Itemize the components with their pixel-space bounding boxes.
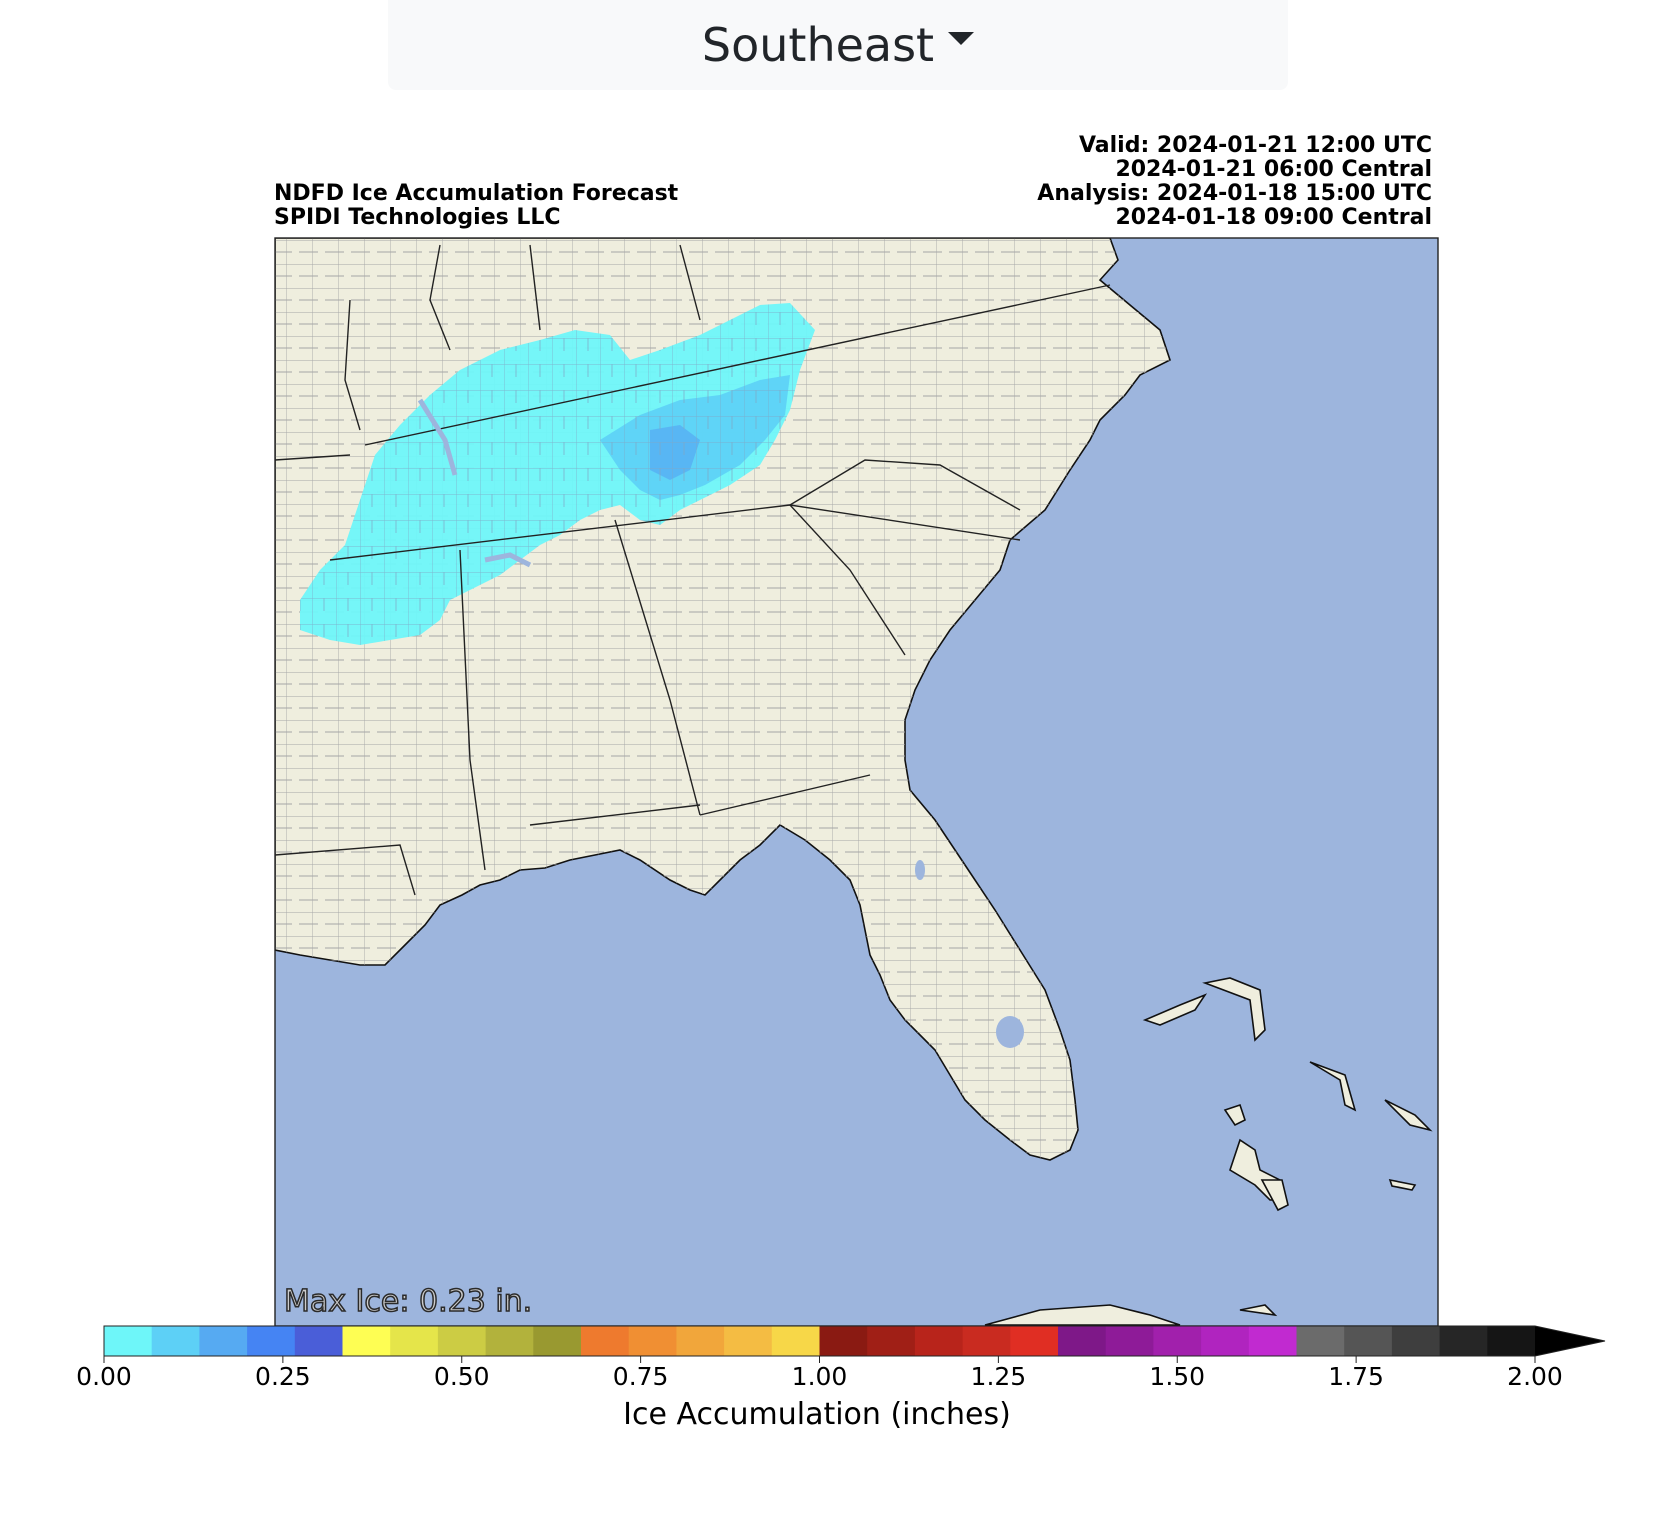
colorbar-segment: [1248, 1326, 1297, 1356]
colorbar: [103, 1325, 1606, 1363]
valid-utc: Valid: 2024-01-21 12:00 UTC: [1078, 133, 1432, 158]
lake-small: [915, 860, 925, 880]
colorbar-segment: [1487, 1326, 1536, 1356]
colorbar-segment: [390, 1326, 439, 1356]
colorbar-segment: [247, 1326, 296, 1356]
colorbar-segment: [1201, 1326, 1250, 1356]
colorbar-segment: [962, 1326, 1011, 1356]
colorbar-tick-label: 1.75: [1328, 1362, 1384, 1391]
colorbar-segment: [771, 1326, 820, 1356]
region-dropdown-label: Southeast: [701, 18, 935, 72]
colorbar-tick-label: 1.50: [1149, 1362, 1206, 1391]
colorbar-segment: [104, 1326, 153, 1356]
colorbar-segment: [1105, 1326, 1154, 1356]
colorbar-segment: [628, 1326, 677, 1356]
colorbar-title: Ice Accumulation (inches): [623, 1397, 1011, 1432]
map-title-left: NDFD Ice Accumulation Forecast SPIDI Tec…: [274, 182, 678, 230]
chevron-down-icon: [948, 31, 975, 45]
colorbar-tick-label: 0.25: [255, 1362, 311, 1391]
colorbar-tick-label: 0.50: [433, 1362, 490, 1391]
colorbar-extend-arrow: [1535, 1326, 1605, 1356]
colorbar-segment: [342, 1326, 391, 1356]
colorbar-segment: [819, 1326, 868, 1356]
colorbar-segment: [533, 1326, 582, 1356]
colorbar-segment: [867, 1326, 916, 1356]
colorbar-tick-label: 2.00: [1507, 1362, 1563, 1391]
colorbar-segment: [1058, 1326, 1107, 1356]
colorbar-tick-label: 0.00: [76, 1362, 132, 1391]
analysis-central: 2024-01-18 09:00 Central: [1115, 205, 1432, 230]
colorbar-segment: [914, 1326, 964, 1356]
valid-central: 2024-01-21 06:00 Central: [1115, 157, 1432, 182]
colorbar-segment: [437, 1326, 487, 1356]
max-ice-label: Max Ice: 0.23 in.: [283, 1283, 533, 1320]
colorbar-tick-label: 0.75: [612, 1362, 669, 1391]
analysis-utc: Analysis: 2024-01-18 15:00 UTC: [1037, 181, 1432, 206]
colorbar-segment: [485, 1326, 534, 1356]
state-boundaries: [275, 244, 1111, 896]
colorbar-segment: [676, 1326, 725, 1356]
colorbar-segment: [1296, 1326, 1345, 1356]
colorbar-segment: [1344, 1326, 1393, 1356]
map-valid-times: Valid: 2024-01-21 12:00 UTC 2024-01-21 0…: [1037, 134, 1432, 230]
colorbar-segment: [1010, 1326, 1059, 1356]
colorbar-segment: [1391, 1326, 1441, 1356]
lake-okeechobee: [996, 1016, 1024, 1048]
colorbar-segment: [724, 1326, 773, 1356]
region-dropdown[interactable]: Southeast: [388, 0, 1288, 90]
colorbar-segment: [1153, 1326, 1202, 1356]
colorbar-tick-label: 1.00: [791, 1362, 848, 1391]
river-tn: [417, 398, 458, 476]
colorbar-segment: [581, 1326, 630, 1356]
colorbar-frame: [103, 1325, 1606, 1357]
map-producer-line: SPIDI Technologies LLC: [274, 205, 561, 230]
colorbar-segment: [294, 1326, 343, 1356]
lake-pickwick: [484, 552, 532, 568]
colorbar-segment: [199, 1326, 248, 1356]
map-title-line: NDFD Ice Accumulation Forecast: [274, 181, 679, 206]
colorbar-segment: [1439, 1326, 1488, 1356]
colorbar-tick-label: 1.25: [970, 1362, 1027, 1391]
colorbar-segment: [151, 1326, 200, 1356]
bahamas-islands: [984, 977, 1433, 1326]
